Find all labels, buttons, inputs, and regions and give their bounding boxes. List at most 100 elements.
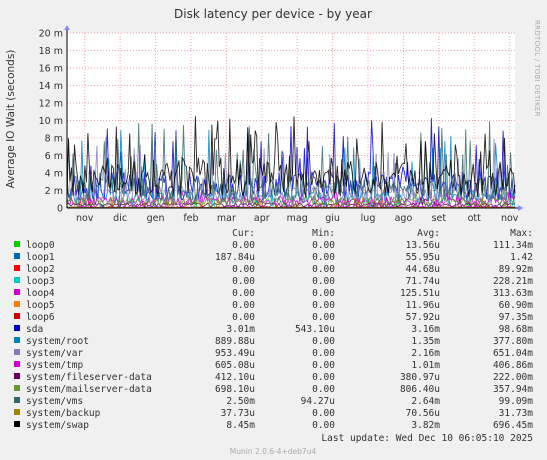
- legend-series-name: system/backup: [26, 408, 101, 419]
- legend-value-avg: 3.82m: [411, 420, 440, 431]
- legend-value-max: 696.45m: [493, 420, 533, 431]
- legend-value-cur: 2.50m: [226, 396, 255, 407]
- legend-value-max: 97.35m: [499, 312, 534, 323]
- legend-value-max: 60.90m: [499, 300, 534, 311]
- legend-value-avg: 1.01m: [411, 360, 440, 371]
- y-tick-labels: 0 2 m 4 m 6 m 8 m 10 m 12 m 14 m 16 m 18 m 20 m: [39, 29, 63, 215]
- legend-swatch: [14, 397, 20, 403]
- legend-value-avg: 11.96u: [406, 300, 440, 311]
- legend-value-min: 0.00: [312, 408, 335, 419]
- legend-series-name: loop4: [26, 288, 55, 299]
- legend-value-min: 0.00: [312, 348, 335, 359]
- y-tick-label: 20 m: [39, 29, 63, 40]
- legend-value-max: 357.94m: [493, 384, 533, 395]
- y-axis-arrow: [64, 25, 70, 30]
- legend-value-max: 89.92m: [499, 264, 534, 275]
- legend-value-max: 228.21m: [493, 276, 533, 287]
- x-tick-label: apr: [254, 213, 270, 224]
- legend-series-name: system/var: [26, 348, 83, 359]
- legend-swatch: [14, 253, 20, 259]
- y-tick-label: 6 m: [45, 151, 63, 162]
- legend-value-avg: 70.56u: [406, 408, 440, 419]
- x-tick-label: mag: [287, 213, 308, 224]
- y-tick-label: 12 m: [39, 99, 63, 110]
- series-line: [66, 116, 516, 198]
- legend-value-avg: 57.92u: [406, 312, 440, 323]
- legend-series-name: loop3: [26, 276, 55, 287]
- y-tick-label: 4 m: [45, 169, 63, 180]
- x-tick-label: dic: [113, 213, 127, 224]
- legend-series-name: loop5: [26, 300, 55, 311]
- x-tick-label: set: [432, 213, 447, 224]
- legend-table: Cur: Min: Avg: Max: loop0 0.00 0.00 13.56u 1…: [14, 228, 533, 431]
- legend-value-avg: 2.16m: [411, 348, 440, 359]
- legend-swatch: [14, 361, 20, 367]
- legend-value-max: 1.42: [510, 252, 533, 263]
- x-tick-label: mar: [217, 213, 236, 224]
- legend-value-min: 0.00: [312, 336, 335, 347]
- legend-value-cur: 3.01m: [226, 324, 255, 335]
- legend-value-max: 377.80m: [493, 336, 533, 347]
- column-header-min: Min:: [312, 228, 335, 239]
- legend-swatch: [14, 373, 20, 379]
- legend-value-cur: 953.49u: [215, 348, 255, 359]
- legend-series-name: system/vms: [26, 396, 83, 407]
- legend-swatch: [14, 277, 20, 283]
- legend-value-cur: 0.00: [232, 240, 255, 251]
- legend-value-min: 543.10u: [295, 324, 335, 335]
- series-line: [66, 197, 516, 208]
- legend-value-avg: 13.56u: [406, 240, 440, 251]
- y-tick-label: 0: [57, 204, 63, 215]
- legend-value-max: 406.86m: [493, 360, 533, 371]
- legend-value-min: 0.00: [312, 252, 335, 263]
- column-header-max: Max:: [510, 228, 533, 239]
- legend-swatch: [14, 337, 20, 343]
- legend-series-name: loop2: [26, 264, 55, 275]
- legend-value-max: 651.04m: [493, 348, 533, 359]
- legend-value-min: 0.00: [312, 360, 335, 371]
- legend-value-cur: 0.00: [232, 288, 255, 299]
- series-line: [66, 192, 516, 208]
- legend-value-cur: 889.88u: [215, 336, 255, 347]
- column-header-cur: Cur:: [232, 228, 255, 239]
- legend-value-avg: 1.35m: [411, 336, 440, 347]
- x-tick-label: ago: [395, 213, 413, 224]
- legend-swatch: [14, 289, 20, 295]
- legend-value-cur: 0.00: [232, 300, 255, 311]
- x-tick-labels: nov dic gen feb mar apr mag giu lug ago set ott nov: [76, 213, 519, 224]
- legend-swatch: [14, 265, 20, 271]
- y-axis-label: Average IO Wait (seconds): [5, 50, 17, 189]
- legend-value-cur: 412.10u: [215, 372, 255, 383]
- legend-value-max: 222.00m: [493, 372, 533, 383]
- x-tick-label: giu: [325, 213, 340, 224]
- legend-series-name: sda: [26, 324, 43, 335]
- legend-value-cur: 0.00: [232, 276, 255, 287]
- chart-title: Disk latency per device - by year: [174, 7, 372, 21]
- legend-value-cur: 37.73u: [221, 408, 255, 419]
- legend-value-min: 0.00: [312, 312, 335, 323]
- legend-series-name: system/mailserver-data: [26, 384, 152, 395]
- legend-value-min: 94.27u: [301, 396, 335, 407]
- legend-value-min: 0.00: [312, 420, 335, 431]
- legend-value-min: 0.00: [312, 372, 335, 383]
- y-tick-label: 8 m: [45, 134, 63, 145]
- x-tick-label: nov: [76, 213, 94, 224]
- legend-value-min: 0.00: [312, 276, 335, 287]
- legend-value-max: 99.09m: [499, 396, 534, 407]
- legend-value-avg: 806.40u: [400, 384, 440, 395]
- y-tick-label: 14 m: [39, 81, 63, 92]
- legend-value-min: 0.00: [312, 288, 335, 299]
- x-tick-label: nov: [501, 213, 519, 224]
- legend-value-avg: 71.74u: [406, 276, 440, 287]
- legend-value-avg: 3.16m: [411, 324, 440, 335]
- legend-series-name: loop6: [26, 312, 55, 323]
- x-tick-label: gen: [147, 213, 165, 224]
- x-tick-label: ott: [468, 213, 482, 224]
- legend-swatch: [14, 325, 20, 331]
- legend-value-max: 31.73m: [499, 408, 534, 419]
- legend-series-name: system/swap: [26, 420, 89, 431]
- legend-value-max: 111.34m: [493, 240, 533, 251]
- legend-swatch: [14, 385, 20, 391]
- axes: [64, 25, 523, 211]
- legend-value-avg: 380.97u: [400, 372, 440, 383]
